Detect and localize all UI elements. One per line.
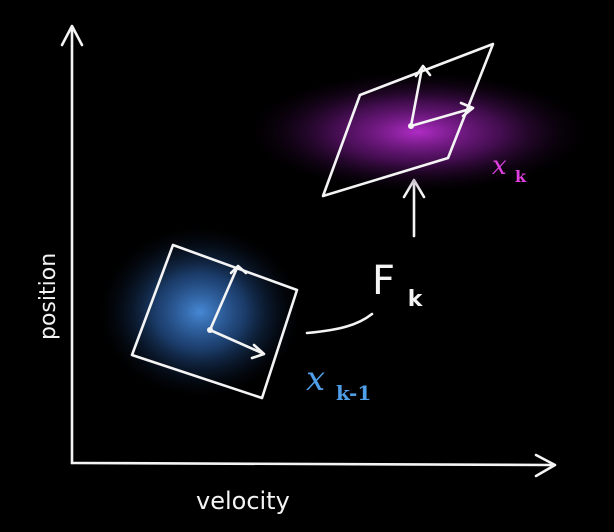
prev-state-mean-dot xyxy=(207,327,213,333)
next-state-box xyxy=(321,42,495,198)
next-state-position-vector xyxy=(409,66,424,128)
next-state-position-arrow-icon xyxy=(414,64,432,78)
x-axis-arrow-icon xyxy=(534,453,557,478)
prev-state-label: x k-1 xyxy=(306,359,371,405)
prev-state-glow xyxy=(100,227,300,397)
transition-arrow xyxy=(305,178,426,335)
prev-state-velocity-arrow-icon xyxy=(250,343,266,360)
prev-state-box xyxy=(130,243,299,400)
next-state-mean-dot xyxy=(408,123,414,129)
prev-state-position-vector xyxy=(208,266,239,332)
prev-state-symbol: x xyxy=(306,359,325,399)
next-state-group xyxy=(250,42,586,198)
y-axis-arrow-icon xyxy=(60,24,84,47)
y-axis-label: position xyxy=(36,253,61,340)
transition-curve xyxy=(305,312,374,335)
prev-state-velocity-vector xyxy=(208,328,264,355)
transition-label: F k xyxy=(372,258,424,312)
x-axis-label: velocity xyxy=(196,487,290,515)
next-state-velocity-vector xyxy=(409,107,472,128)
next-state-velocity-arrow-icon xyxy=(459,101,475,118)
next-state-glow xyxy=(250,72,586,192)
next-state-symbol: x xyxy=(492,151,507,181)
x-axis-line xyxy=(70,461,554,467)
prev-state-position-arrow-icon xyxy=(229,264,248,275)
transition-symbol: F xyxy=(372,258,395,304)
prev-state-group xyxy=(100,227,300,400)
next-state-subscript: k xyxy=(515,167,527,186)
transition-subscript: k xyxy=(408,287,424,312)
next-state-label: x k xyxy=(492,151,527,186)
prev-state-subscript: k-1 xyxy=(336,381,371,405)
axes: velocity position xyxy=(36,24,557,515)
